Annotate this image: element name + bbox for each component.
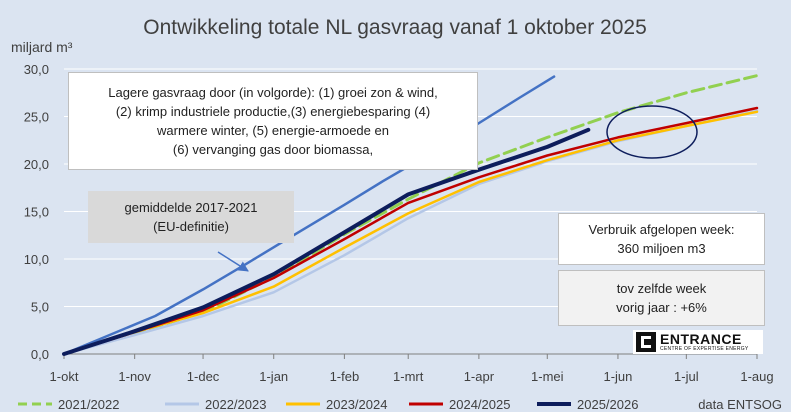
- average-line: gemiddelde 2017-2021: [124, 200, 258, 215]
- reasons-line: (6) vervanging gas door biomassa,: [172, 142, 374, 157]
- legend-label: 2024/2025: [449, 397, 510, 412]
- legend-label: 2025/2026: [577, 397, 638, 412]
- compare-line: vorig jaar : +6%: [616, 300, 707, 315]
- legend-label: 2021/2022: [58, 397, 119, 412]
- y-axis-ticks: 0,0 5,0 10,0 15,0 20,0 25,0 30,0: [24, 62, 49, 362]
- chart-title: Ontwikkeling totale NL gasvraag vanaf 1 …: [143, 16, 647, 39]
- x-tick-label: 1-jan: [259, 369, 288, 384]
- x-tick-label: 1-feb: [330, 369, 360, 384]
- x-tick-label: 1-apr: [464, 369, 495, 384]
- week-usage-annotation: Verbruik afgelopen week: 360 miljoen m3: [558, 213, 765, 265]
- average-callout-arrow: [217, 251, 249, 272]
- week-line: Verbruik afgelopen week:: [588, 222, 735, 237]
- x-tick-label: 1-mei: [531, 369, 564, 384]
- logo-name: ENTRANCE: [660, 331, 742, 347]
- series-line: [62, 110, 759, 356]
- x-tick-label: 1-okt: [50, 369, 79, 384]
- reasons-line: (2) krimp industriele productie,(3) ener…: [115, 104, 431, 119]
- logo-tagline: CENTRE OF EXPERTISE ENERGY: [660, 346, 749, 352]
- x-tick-label: 1-mrt: [393, 369, 424, 384]
- legend-label: 2022/2023: [205, 397, 266, 412]
- source-label: data ENTSOG: [698, 397, 782, 412]
- series-line: [62, 106, 759, 356]
- y-axis-label: miljard m³: [11, 39, 73, 55]
- y-tick-label: 5,0: [31, 300, 49, 315]
- compare-line: tov zelfde week: [616, 281, 707, 296]
- average-annotation: gemiddelde 2017-2021 (EU-definitie): [88, 191, 294, 243]
- x-tick-label: 1-jun: [603, 369, 632, 384]
- y-tick-label: 10,0: [24, 252, 49, 267]
- reasons-annotation: Lagere gasvraag door (in volgorde): (1) …: [68, 72, 478, 170]
- reasons-line: warmere winter, (5) energie-armoede en: [157, 123, 389, 138]
- y-axis-label-text: miljard m³: [11, 39, 73, 55]
- reasons-line: Lagere gasvraag door (in volgorde): (1) …: [108, 85, 438, 100]
- legend: 2021/2022 2022/2023 2023/2024 2024/2025 2025…: [18, 397, 638, 412]
- entrance-logo: ENTRANCE CENTRE OF EXPERTISE ENERGY: [633, 330, 763, 354]
- y-tick-label: 25,0: [24, 110, 49, 125]
- x-tick-label: 1-nov: [118, 369, 151, 384]
- x-axis-ticks: 1-okt 1-nov 1-dec 1-jan 1-feb 1-mrt 1-apr 1-mei…: [50, 354, 774, 384]
- y-tick-label: 20,0: [24, 157, 49, 172]
- x-tick-label: 1-aug: [740, 369, 773, 384]
- compare-annotation: tov zelfde week vorig jaar : +6%: [558, 270, 765, 326]
- x-tick-label: 1-jul: [674, 369, 699, 384]
- x-tick-label: 1-dec: [187, 369, 220, 384]
- legend-label: 2023/2024: [326, 397, 387, 412]
- series-line: [62, 127, 591, 356]
- series-line: [62, 75, 556, 356]
- series-lines: [62, 74, 759, 356]
- highlight-ellipse: [606, 105, 698, 159]
- logo-mark-icon: [636, 332, 656, 352]
- y-tick-label: 30,0: [24, 62, 49, 77]
- y-tick-label: 0,0: [31, 347, 49, 362]
- week-line: 360 miljoen m3: [617, 241, 706, 256]
- average-line: (EU-definitie): [153, 219, 229, 234]
- y-tick-label: 15,0: [24, 205, 49, 220]
